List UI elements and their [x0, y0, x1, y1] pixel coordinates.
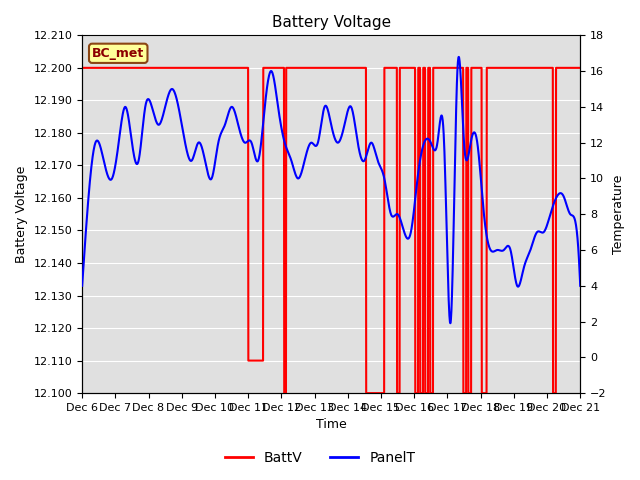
- Legend: BattV, PanelT: BattV, PanelT: [220, 445, 420, 471]
- Y-axis label: Battery Voltage: Battery Voltage: [15, 166, 28, 263]
- X-axis label: Time: Time: [316, 419, 347, 432]
- Title: Battery Voltage: Battery Voltage: [271, 15, 391, 30]
- Text: BC_met: BC_met: [92, 47, 145, 60]
- Y-axis label: Temperature: Temperature: [612, 175, 625, 254]
